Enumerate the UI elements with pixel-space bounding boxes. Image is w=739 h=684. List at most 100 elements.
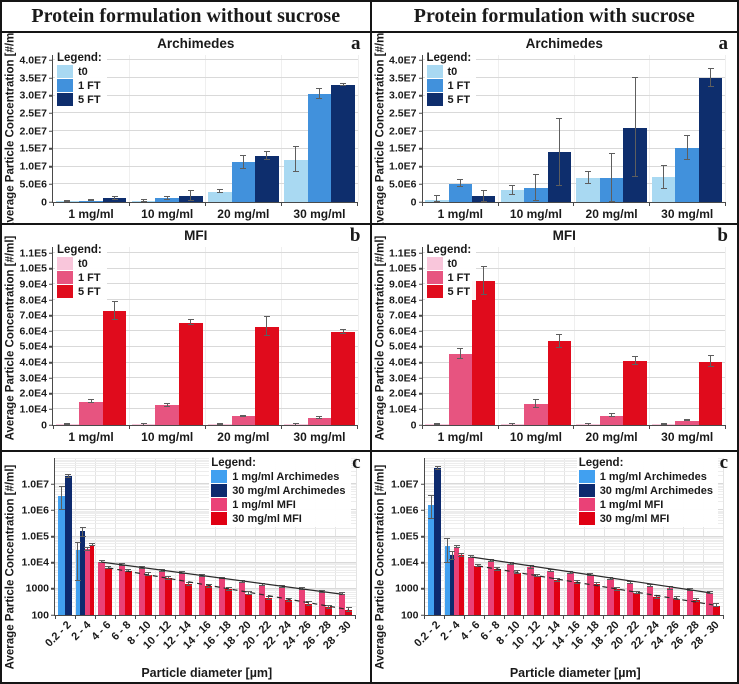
x-tick-mark: [274, 615, 276, 619]
error-bar-cap: [532, 399, 539, 401]
error-bar-cap: [673, 599, 680, 601]
legend-swatch: [426, 79, 443, 92]
y-tick-mark: [418, 377, 423, 379]
gridline: [55, 509, 356, 511]
bar: [138, 567, 146, 615]
error-bar-cap: [567, 573, 574, 575]
x-tick-label: 20 mg/ml: [585, 207, 638, 221]
error-bar-cap: [480, 200, 487, 202]
error-bar-cap: [185, 584, 192, 586]
y-tick-label: 1.0E5: [389, 262, 417, 275]
legend-entry: 5 FT: [57, 93, 102, 106]
x-tick-mark: [128, 202, 130, 206]
error-bar-cap: [593, 584, 600, 586]
x-tick-label: 2 - 4: [69, 619, 94, 644]
bar: [231, 162, 256, 202]
error-bar: [114, 196, 116, 201]
error-bar-cap: [608, 152, 615, 154]
bar: [85, 549, 90, 615]
bar: [80, 531, 86, 615]
x-tick-mark: [422, 425, 423, 429]
error-bar-cap: [216, 192, 223, 194]
bar: [285, 600, 292, 615]
x-tick-mark: [463, 615, 465, 619]
error-bar-cap: [79, 526, 86, 528]
bar: [448, 353, 473, 425]
legend-swatch: [211, 484, 228, 497]
error-bar-cap: [632, 363, 638, 365]
gridline-minor: [424, 523, 723, 525]
error-bar-cap: [706, 593, 713, 595]
bar: [693, 600, 700, 615]
error-bar-cap: [453, 547, 460, 549]
y-tick-label: 3.0E4: [389, 371, 417, 384]
gridline-vertical: [135, 458, 137, 615]
bar: [686, 590, 694, 615]
y-tick-label: 1.0E4: [19, 403, 47, 416]
gridline-minor: [55, 564, 356, 566]
legend-label: 30 mg/ml Archimedes: [599, 484, 713, 497]
x-tick-label: 10 mg/ml: [509, 430, 562, 444]
y-tick-label: 5.0E4: [19, 340, 47, 353]
error-bar: [328, 605, 330, 609]
y-tick-label: 3.5E7: [389, 71, 417, 84]
x-tick-mark: [573, 202, 575, 206]
bar: [207, 191, 232, 202]
bar: [218, 578, 226, 615]
y-tick-label: 4.0E7: [19, 54, 47, 67]
x-tick-mark: [174, 615, 176, 619]
error-bar-cap: [457, 357, 464, 359]
gridline-minor: [424, 562, 723, 564]
y-tick-label: 0: [410, 418, 417, 431]
x-tick-label: 10 mg/ml: [509, 207, 562, 221]
error-bar-cap: [299, 587, 306, 589]
chart-title: Archimedes: [157, 36, 235, 51]
error-bar: [248, 592, 250, 596]
gridline-minor: [424, 536, 723, 538]
x-tick-mark: [497, 425, 499, 429]
error-bar-cap: [554, 578, 561, 580]
error-bar-cap: [653, 597, 660, 599]
error-bar: [629, 581, 631, 585]
error-bar: [430, 496, 432, 519]
error-bar: [166, 404, 168, 407]
y-tick-label: 4.0E4: [19, 356, 47, 369]
y-tick-label: 1.0E6: [391, 504, 419, 517]
error-bar: [511, 185, 513, 195]
gridline-vertical: [683, 458, 685, 615]
gridline: [422, 252, 725, 254]
bar: [75, 550, 81, 615]
error-bar-cap: [449, 558, 455, 560]
bar: [125, 570, 132, 615]
legend-label: 1 FT: [78, 79, 101, 92]
y-tick-label: 2.0E4: [19, 387, 47, 400]
gridline-minor: [424, 511, 723, 513]
legend-swatch: [57, 79, 73, 92]
x-tick-mark: [194, 615, 196, 619]
error-bar-cap: [164, 195, 171, 197]
error-bar-cap: [340, 85, 347, 87]
gridline-minor: [55, 491, 356, 493]
gridline-minor: [55, 523, 356, 525]
bar: [666, 588, 674, 615]
error-bar-cap: [574, 579, 581, 581]
error-bar-cap: [684, 420, 691, 422]
error-bar-cap: [480, 294, 487, 296]
error-bar-cap: [474, 563, 481, 565]
error-bar-cap: [494, 569, 501, 571]
gridline-minor: [424, 579, 723, 581]
error-bar-cap: [340, 328, 347, 330]
error-bar-cap: [556, 118, 563, 120]
bar: [459, 555, 464, 615]
gridline-vertical: [723, 458, 724, 615]
gridline: [422, 377, 725, 379]
y-tick-mark: [49, 377, 53, 379]
error-bar-cap: [187, 189, 194, 191]
bar: [427, 505, 435, 615]
x-tick-mark: [642, 615, 644, 619]
legend-entry: 1 FT: [57, 79, 102, 92]
error-bar: [437, 467, 439, 470]
error-bar: [483, 191, 485, 202]
y-axis-label-text: Average Particle Concentration [#/ml]: [374, 235, 386, 440]
